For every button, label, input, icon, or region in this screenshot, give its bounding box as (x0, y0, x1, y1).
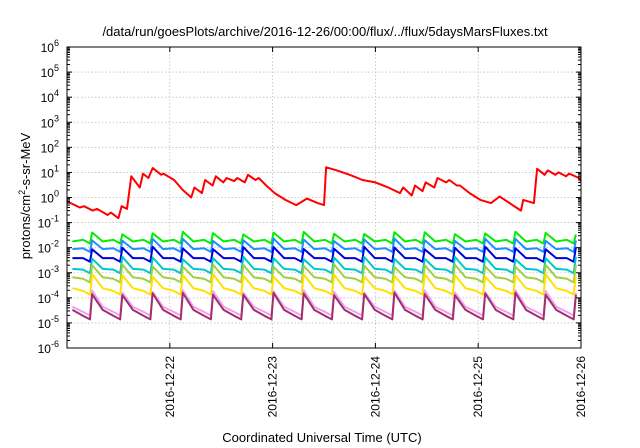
y-axis-label-prefix: protons/cm (18, 195, 33, 259)
x-tick-label: 2016-12-26 (574, 356, 588, 418)
y-axis-label-suffix: -s-sr-MeV (18, 132, 33, 189)
y-tick-label: 100 (41, 189, 59, 206)
y-tick-label: 104 (41, 88, 59, 105)
x-tick-label: 2016-12-24 (368, 356, 382, 418)
y-tick-label: 10-6 (38, 339, 59, 356)
y-tick-label: 10-4 (38, 289, 59, 306)
y-tick-label: 102 (41, 138, 59, 155)
y-tick-label: 105 (41, 63, 59, 80)
series-line (72, 273, 577, 296)
series-group (66, 166, 582, 321)
series-line (72, 237, 577, 253)
x-axis-label: Coordinated Universal Time (UTC) (222, 430, 421, 445)
y-ticks: 10-6 10-5 10-4 10-3 10-2 10-1 100 101 102 103 104 1… (38, 38, 581, 356)
x-tick-label: 2016-12-25 (471, 356, 485, 418)
chart-title: /data/run/goesPlots/archive/2016-12-26/0… (102, 24, 548, 39)
series-line (72, 230, 577, 245)
series-line (72, 255, 577, 275)
y-tick-label: 103 (41, 113, 59, 130)
series-line (71, 291, 577, 321)
y-tick-label: 10-2 (38, 239, 59, 256)
y-tick-label: 10-3 (38, 264, 59, 281)
y-tick-label: 101 (41, 163, 59, 180)
y-tick-label: 10-1 (38, 214, 59, 231)
x-tick-label: 2016-12-22 (163, 356, 177, 418)
y-axis-label-sup: 2 (17, 190, 27, 195)
series-line (66, 166, 582, 220)
series-line (72, 245, 577, 263)
y-tick-label: 106 (41, 38, 59, 55)
x-tick-label: 2016-12-23 (266, 356, 280, 418)
y-tick-label: 10-5 (38, 314, 59, 331)
y-axis-label: protons/cm2-s-sr-MeV (17, 132, 33, 259)
x-ticks: 2016-12-22 2016-12-23 2016-12-24 2016-12-25… (163, 47, 588, 417)
series-line (72, 263, 577, 284)
